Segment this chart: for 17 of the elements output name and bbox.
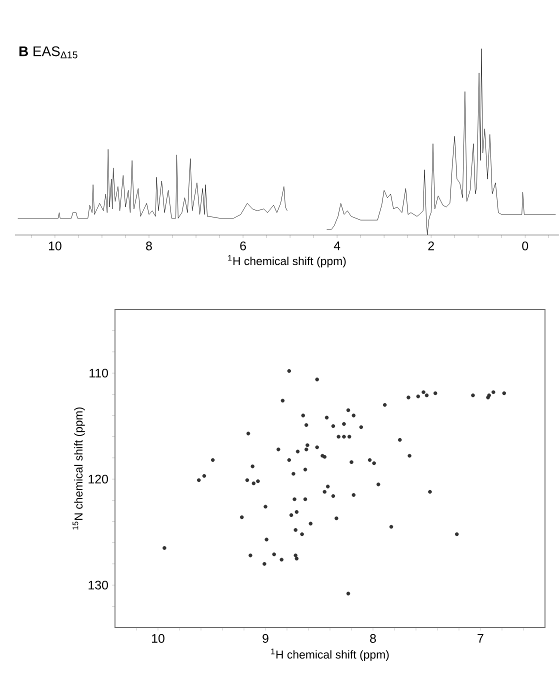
x-tick-label: 4 (334, 242, 340, 250)
y-tick-label: 110 (90, 368, 108, 378)
y-axis-title: $^{15}$N chemical shift (ppm) (72, 408, 85, 530)
x-tick-label: 2 (428, 242, 434, 250)
y-tick-label: 130 (88, 580, 108, 590)
x-tick-label: 8 (370, 634, 376, 643)
x-tick-label: 8 (146, 242, 152, 250)
x-tick-label: 9 (262, 634, 268, 643)
x-axis-title: $^{1}$H chemical shift (ppm) (228, 255, 346, 268)
x-tick-label: 6 (240, 242, 246, 250)
y-tick-label: 120 (88, 474, 108, 484)
x-tick-label: 7 (478, 634, 484, 643)
x-tick-label: 10 (48, 242, 62, 250)
x-tick-label: 10 (152, 634, 164, 643)
chart-title: B EAS$_{Δ15}$ (19, 46, 78, 58)
x-tick-label: 0 (522, 242, 528, 250)
x-axis-title: $^{1}$H chemical shift (ppm) (271, 648, 389, 661)
